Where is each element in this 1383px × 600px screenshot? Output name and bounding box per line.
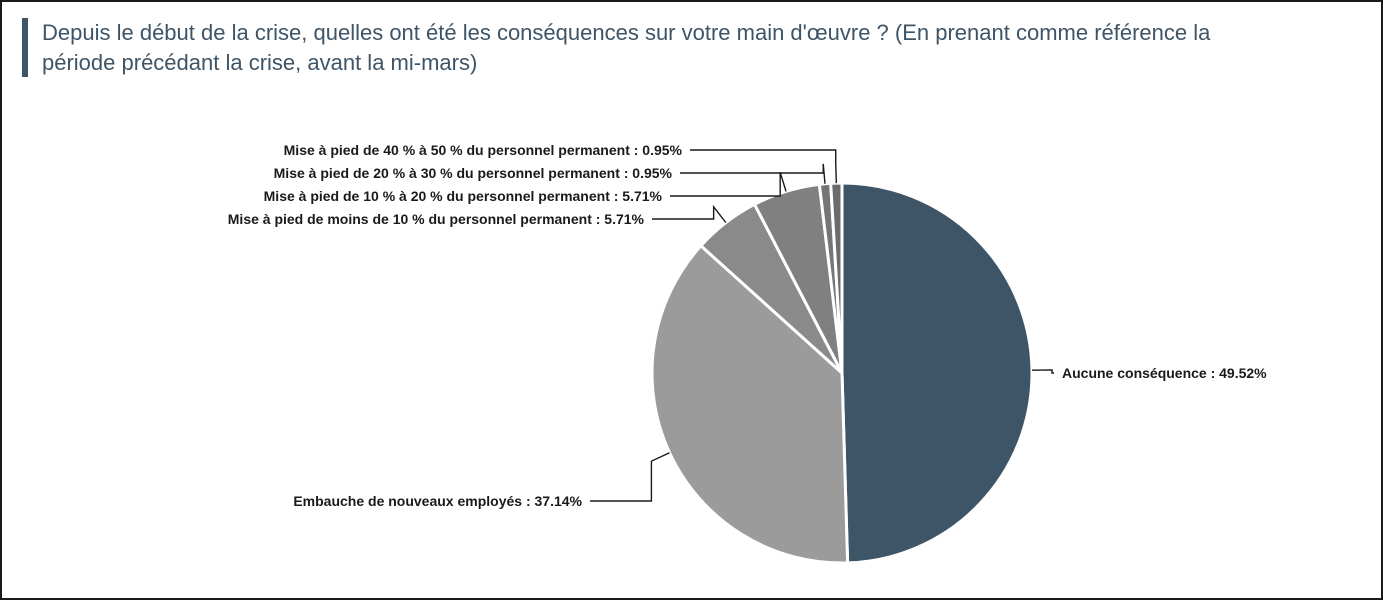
chart-frame: Depuis le début de la crise, quelles ont… (0, 0, 1383, 600)
leader-line (1032, 370, 1054, 373)
slice-label: Mise à pied de 20 % à 30 % du personnel … (274, 165, 673, 181)
leader-line (670, 173, 786, 197)
slice-label: Aucune conséquence : 49.52% (1062, 365, 1267, 381)
pie-slice (842, 183, 1032, 563)
title-block: Depuis le début de la crise, quelles ont… (22, 18, 1361, 77)
slice-label: Mise à pied de 10 % à 20 % du personnel … (264, 188, 663, 204)
leader-line (690, 150, 836, 183)
leader-line (590, 453, 670, 501)
chart-title: Depuis le début de la crise, quelles ont… (42, 18, 1222, 77)
leader-line (680, 164, 825, 184)
title-accent-bar (22, 18, 28, 77)
leader-line (652, 207, 726, 223)
slice-label: Embauche de nouveaux employés : 37.14% (293, 493, 582, 509)
slice-label: Mise à pied de moins de 10 % du personne… (228, 211, 645, 227)
pie-chart: Aucune conséquence : 49.52% Embauche de n… (22, 83, 1361, 583)
slice-label: Mise à pied de 40 % à 50 % du personnel … (284, 142, 683, 158)
